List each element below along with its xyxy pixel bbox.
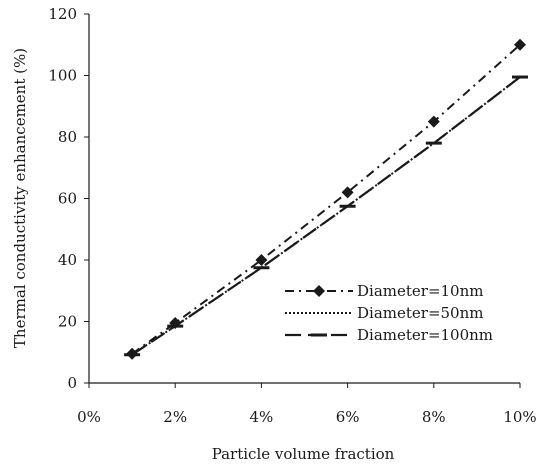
x-tick-label: 8% bbox=[422, 408, 446, 426]
markers bbox=[124, 38, 528, 360]
series-line-3 bbox=[131, 76, 521, 356]
y-tick-label: 40 bbox=[58, 251, 77, 269]
x-axis-title: Particle volume fraction bbox=[212, 445, 395, 462]
x-tick-label: 2% bbox=[163, 408, 187, 426]
x-tick-label: 6% bbox=[336, 408, 360, 426]
ticks: 0 20 40 60 80 100 120 0% 2% 4% 6% 8% 10% bbox=[48, 5, 536, 426]
y-axis-title: Thermal conductivity enhancement (%) bbox=[11, 48, 29, 348]
series-line-1 bbox=[131, 44, 521, 355]
legend-marker-1 bbox=[313, 285, 325, 297]
x-tick-label: 10% bbox=[503, 408, 536, 426]
data-point-series-1 bbox=[427, 115, 440, 128]
y-tick-label: 80 bbox=[58, 128, 77, 146]
y-tick-label: 20 bbox=[58, 313, 77, 331]
y-tick-label: 0 bbox=[67, 374, 77, 392]
x-tick-label: 0% bbox=[77, 408, 101, 426]
data-point-series-1 bbox=[514, 38, 526, 51]
legend-label-3: Diameter=100nm bbox=[357, 326, 493, 344]
x-tick-label: 4% bbox=[250, 408, 274, 426]
legend-label-2: Diameter=50nm bbox=[357, 304, 483, 322]
y-tick-label: 60 bbox=[58, 190, 77, 208]
data-point-series-1 bbox=[341, 186, 354, 199]
data-point-series-1 bbox=[255, 254, 268, 266]
legend: Diameter=10nm Diameter=50nm Diameter=100nm bbox=[285, 282, 493, 344]
plot-lines bbox=[131, 44, 521, 356]
y-tick-label: 100 bbox=[48, 67, 77, 85]
y-tick-label: 120 bbox=[48, 5, 77, 23]
legend-label-1: Diameter=10nm bbox=[357, 282, 483, 300]
